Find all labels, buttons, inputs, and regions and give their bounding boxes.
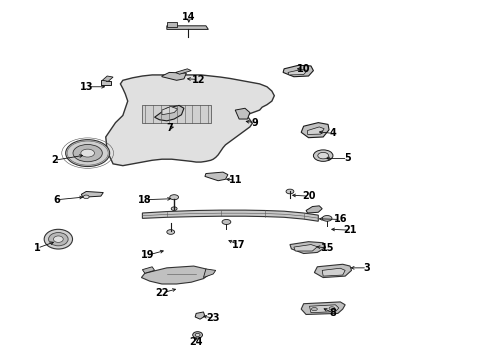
Polygon shape [143, 210, 318, 221]
Ellipse shape [81, 149, 95, 157]
Text: 24: 24 [190, 337, 203, 347]
Ellipse shape [318, 152, 329, 159]
Ellipse shape [222, 220, 231, 225]
Ellipse shape [170, 195, 178, 200]
Text: 7: 7 [166, 123, 172, 133]
Polygon shape [142, 266, 211, 284]
Polygon shape [288, 69, 308, 75]
Polygon shape [308, 127, 324, 134]
Text: 18: 18 [138, 195, 151, 205]
Polygon shape [290, 242, 326, 253]
Text: 23: 23 [206, 313, 220, 323]
Polygon shape [102, 76, 113, 81]
Polygon shape [315, 264, 351, 278]
Text: 8: 8 [329, 308, 337, 318]
Ellipse shape [286, 189, 294, 194]
Ellipse shape [73, 144, 102, 162]
Polygon shape [310, 305, 339, 313]
Polygon shape [294, 244, 318, 251]
Text: 9: 9 [251, 118, 258, 128]
Text: 17: 17 [232, 239, 245, 249]
Text: 1: 1 [34, 243, 41, 253]
Polygon shape [301, 302, 345, 315]
Polygon shape [162, 72, 186, 80]
Text: 15: 15 [321, 243, 335, 253]
Ellipse shape [49, 233, 68, 246]
Ellipse shape [171, 207, 177, 211]
Polygon shape [306, 206, 322, 213]
Ellipse shape [312, 307, 318, 311]
Text: 19: 19 [141, 250, 154, 260]
Polygon shape [175, 69, 191, 74]
Text: 2: 2 [51, 155, 58, 165]
Text: 5: 5 [344, 153, 351, 163]
Ellipse shape [329, 307, 335, 310]
Polygon shape [235, 108, 250, 119]
Text: 13: 13 [79, 82, 93, 92]
Ellipse shape [53, 236, 63, 242]
Ellipse shape [195, 333, 200, 337]
Polygon shape [167, 22, 176, 27]
Polygon shape [155, 105, 184, 121]
Ellipse shape [314, 150, 333, 161]
Polygon shape [167, 26, 208, 30]
Ellipse shape [322, 216, 332, 221]
Ellipse shape [167, 230, 174, 234]
Polygon shape [101, 80, 111, 85]
Text: 10: 10 [297, 64, 310, 74]
Ellipse shape [44, 229, 73, 249]
Polygon shape [81, 192, 103, 197]
Polygon shape [205, 172, 228, 181]
Text: 6: 6 [53, 195, 60, 205]
Polygon shape [162, 107, 177, 115]
Polygon shape [106, 75, 274, 166]
Polygon shape [143, 267, 155, 273]
Text: 16: 16 [334, 215, 347, 224]
Text: 14: 14 [182, 12, 196, 22]
Text: 4: 4 [330, 129, 336, 138]
Text: 22: 22 [155, 288, 169, 298]
Polygon shape [143, 105, 211, 123]
Polygon shape [203, 269, 216, 278]
Polygon shape [283, 65, 314, 77]
Polygon shape [322, 268, 345, 276]
Ellipse shape [193, 332, 202, 338]
Ellipse shape [83, 195, 89, 199]
Polygon shape [195, 312, 205, 319]
Text: 12: 12 [192, 75, 205, 85]
Ellipse shape [66, 140, 110, 167]
Text: 20: 20 [302, 191, 315, 201]
Text: 11: 11 [228, 175, 242, 185]
Polygon shape [301, 123, 329, 138]
Text: 21: 21 [343, 225, 357, 235]
Text: 3: 3 [364, 263, 370, 273]
